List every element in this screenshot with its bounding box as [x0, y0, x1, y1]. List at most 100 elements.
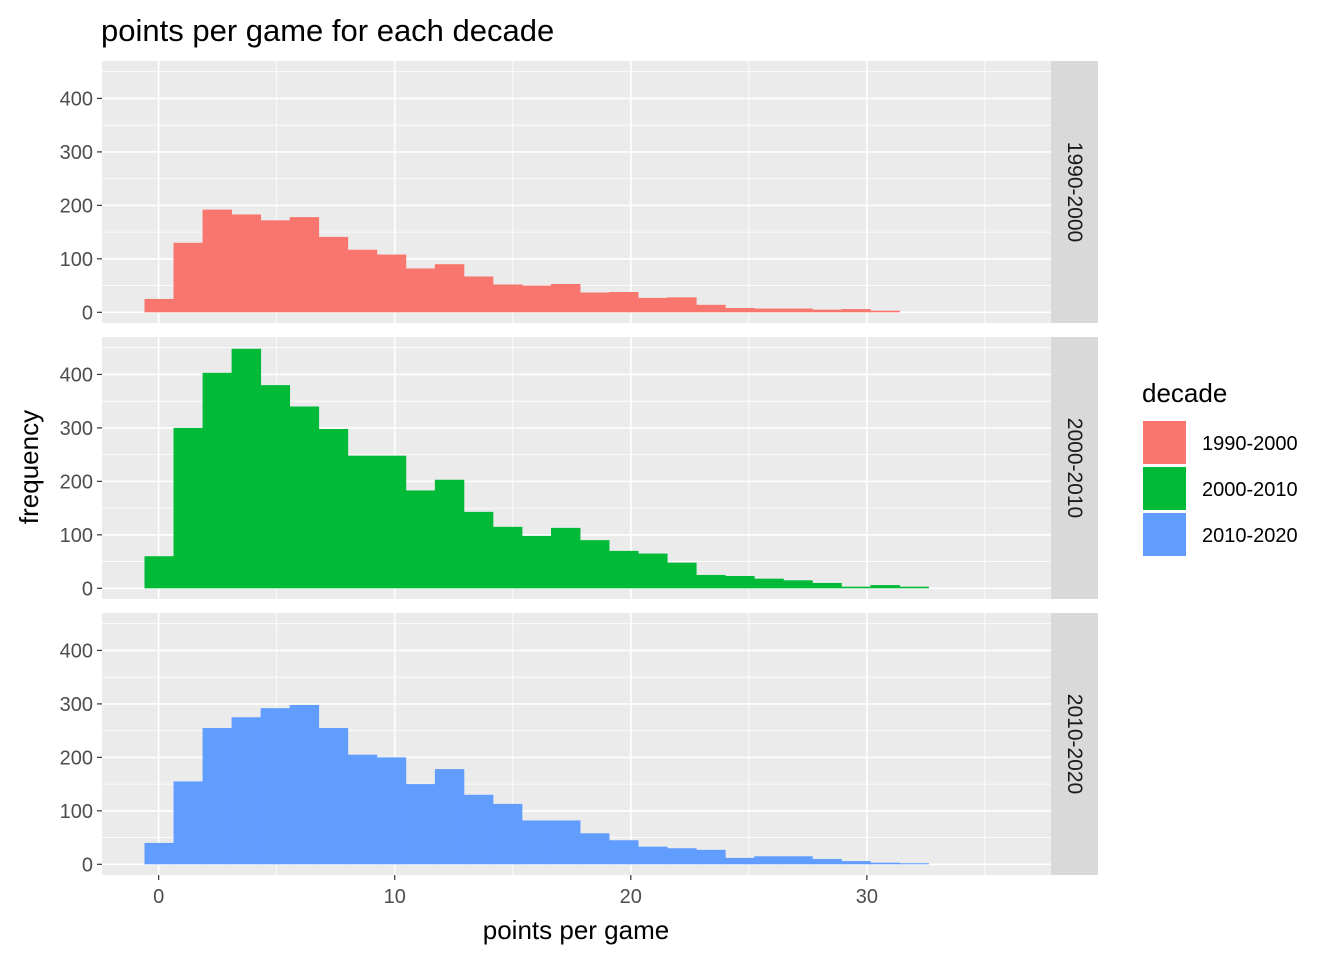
histogram-bar	[899, 586, 929, 589]
legend-title: decade	[1142, 378, 1227, 408]
legend-swatch	[1143, 421, 1186, 464]
histogram-bar	[841, 861, 871, 865]
x-axis-title: points per game	[483, 915, 669, 945]
chart-title: points per game for each decade	[101, 13, 554, 48]
facet-strip-label: 2000-2010	[1063, 418, 1086, 518]
y-tick-label: 300	[60, 418, 93, 440]
histogram-bar	[318, 428, 349, 589]
histogram-bar	[841, 309, 871, 313]
histogram-bar	[696, 574, 726, 589]
facet-panel: 0 100 200 300 400 1990-2000	[60, 61, 1098, 324]
histogram-bar	[638, 846, 668, 865]
histogram-bar	[667, 848, 697, 865]
histogram-bar	[318, 236, 349, 313]
y-tick-label: 400	[60, 640, 93, 662]
x-tick-label: 20	[620, 886, 642, 908]
histogram-bar	[580, 833, 610, 865]
histogram-bar	[812, 858, 842, 865]
histogram-bar	[551, 820, 581, 865]
histogram-bar	[696, 849, 726, 865]
histogram-bar	[870, 585, 900, 589]
histogram-bar	[347, 754, 378, 865]
histogram-bar	[783, 580, 813, 589]
histogram-bar	[231, 214, 262, 313]
y-tick-label: 100	[60, 801, 93, 823]
y-tick-label: 300	[60, 694, 93, 716]
histogram-bar	[638, 297, 668, 313]
histogram-bar	[434, 479, 465, 589]
facet-strip	[1051, 613, 1098, 875]
histogram-bar	[173, 427, 203, 589]
histogram-bar	[812, 309, 842, 313]
histogram-bar	[173, 781, 203, 865]
histogram-bar	[551, 527, 581, 589]
histogram-bar	[899, 863, 929, 865]
histogram-bar	[492, 526, 523, 589]
histogram-bar	[754, 308, 784, 313]
facet-panel: 0 100 200 300 400 2000-2010	[60, 337, 1098, 600]
y-tick-label: 0	[82, 302, 93, 324]
histogram-bar	[376, 455, 407, 589]
histogram-bar	[754, 578, 784, 589]
histogram-bar	[173, 242, 203, 313]
histogram-bar	[376, 757, 407, 865]
y-tick-label: 300	[60, 142, 93, 164]
histogram-bar	[492, 803, 523, 865]
histogram-bar	[202, 727, 233, 865]
histogram-bar	[405, 268, 436, 313]
histogram-bar	[463, 276, 494, 313]
histogram-bar	[405, 490, 436, 589]
histogram-bar	[551, 283, 581, 313]
facet-strip	[1051, 61, 1098, 323]
histogram-bar	[812, 582, 842, 589]
histogram-bar	[347, 455, 378, 589]
y-tick-label: 400	[60, 364, 93, 386]
legend-label: 2010-2020	[1202, 525, 1298, 547]
histogram-bar	[696, 304, 726, 313]
histogram-bar	[521, 285, 552, 313]
histogram-bar	[202, 209, 233, 313]
histogram-bar	[260, 708, 291, 865]
legend-label: 2000-2010	[1202, 479, 1298, 501]
histogram-bar	[870, 310, 900, 313]
y-tick-label: 0	[82, 854, 93, 876]
histogram-bar	[609, 840, 639, 865]
histogram-bar	[202, 372, 233, 589]
histogram-bar	[725, 576, 755, 589]
y-tick-label: 100	[60, 249, 93, 271]
histogram-bar	[725, 857, 755, 865]
legend-swatch	[1143, 467, 1186, 510]
histogram-bar	[870, 862, 900, 865]
histogram-bar	[580, 292, 610, 313]
histogram-bar	[667, 562, 697, 589]
facet-panels: 0 100 200 300 400 1990-2000 0 100 200 300 400 2000-…	[60, 61, 1098, 876]
x-axis: 0 10 20 30	[153, 875, 878, 908]
x-tick-label: 0	[153, 886, 164, 908]
histogram-bar	[783, 308, 813, 313]
histogram-bar	[144, 842, 174, 865]
y-tick-label: 0	[82, 578, 93, 600]
histogram-bar	[609, 550, 639, 589]
histogram-bar	[260, 385, 291, 589]
histogram-bar	[231, 348, 262, 589]
histogram-bar	[405, 784, 436, 865]
histogram-bar	[289, 217, 320, 313]
histogram-bar	[434, 769, 465, 865]
legend-swatch	[1143, 513, 1186, 556]
histogram-bar	[376, 254, 407, 313]
histogram-bar	[289, 406, 320, 589]
histogram-bar	[231, 717, 262, 865]
y-axis-title: frequency	[14, 410, 44, 524]
histogram-bar	[144, 556, 174, 589]
histogram-bar	[754, 856, 784, 865]
histogram-bar	[783, 856, 813, 865]
facet-strip-label: 2010-2020	[1063, 694, 1086, 794]
x-tick-label: 10	[384, 886, 406, 908]
y-tick-label: 200	[60, 471, 93, 493]
histogram-bar	[144, 298, 174, 313]
facet-strip	[1051, 337, 1098, 599]
histogram-bar	[347, 249, 378, 313]
facet-strip-label: 1990-2000	[1063, 142, 1086, 242]
histogram-bar	[638, 553, 668, 589]
